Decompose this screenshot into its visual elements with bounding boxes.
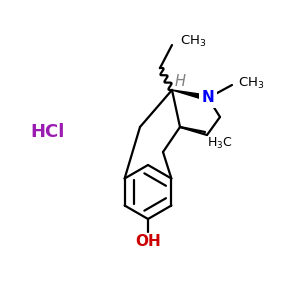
Text: OH: OH — [135, 233, 161, 248]
Text: N: N — [202, 91, 214, 106]
Text: H: H — [175, 74, 185, 89]
Text: CH$_3$: CH$_3$ — [180, 33, 206, 49]
Text: HCl: HCl — [31, 123, 65, 141]
Polygon shape — [172, 90, 208, 101]
Text: H$_3$C: H$_3$C — [207, 136, 232, 151]
Text: CH$_3$: CH$_3$ — [238, 75, 265, 91]
